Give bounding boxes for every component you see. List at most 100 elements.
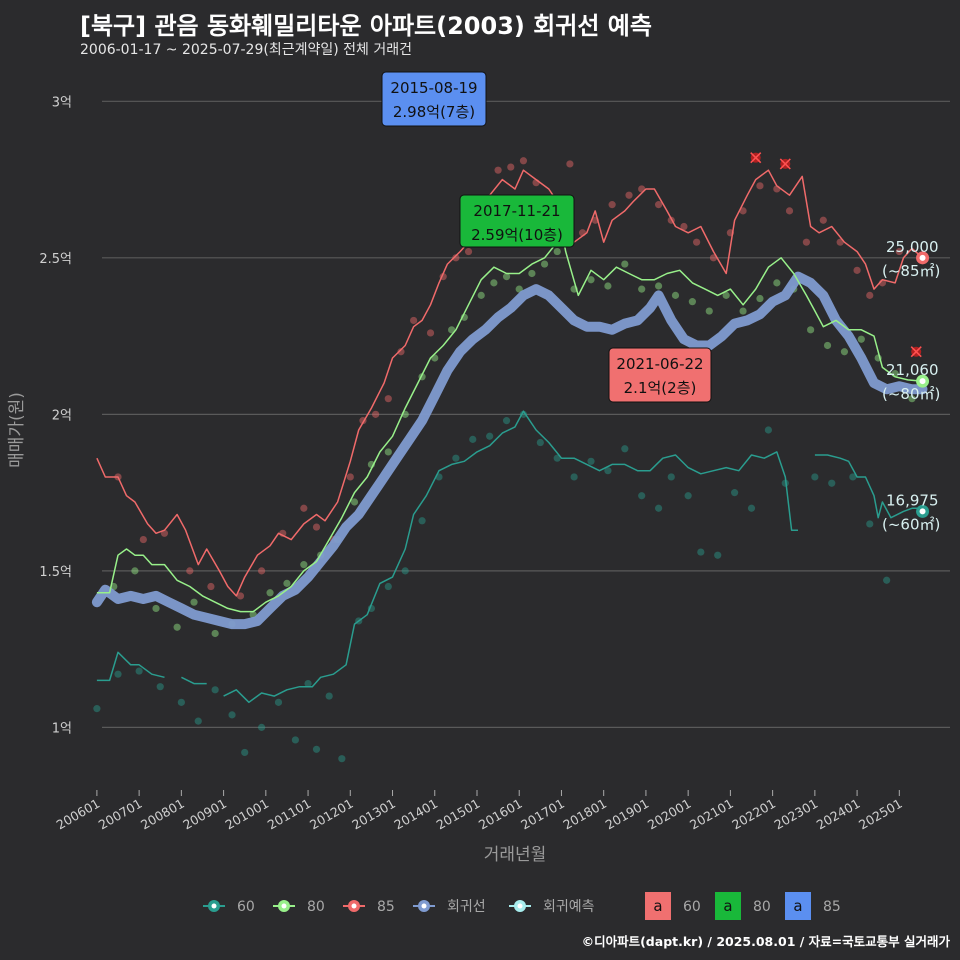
scatter-point-s80 <box>722 291 730 299</box>
y-tick-label: 2억 <box>52 408 72 423</box>
scatter-point-s60 <box>194 717 202 725</box>
scatter-point-s85 <box>785 207 794 215</box>
scatter-point-s80 <box>587 276 595 284</box>
scatter-point-s60 <box>667 473 675 481</box>
scatter-point-s60 <box>325 692 333 700</box>
x-tick-label: 201701 <box>518 796 567 833</box>
scatter-point-s85 <box>819 216 827 224</box>
cancelled-x <box>779 158 791 170</box>
scatter-point-s85 <box>372 410 380 418</box>
scatter-point-s60 <box>338 755 346 763</box>
scatter-point-s85 <box>410 316 418 325</box>
scatter-point-s60 <box>228 711 236 719</box>
cancelled-x <box>750 152 762 164</box>
scatter-point-s85 <box>608 201 616 209</box>
scatter-point-s85 <box>519 157 528 165</box>
legend-label-85: 85 <box>377 899 395 915</box>
scatter-point-s80 <box>840 348 849 356</box>
y-tick-label: 1억 <box>52 721 72 736</box>
x-tick-label: 202201 <box>729 796 778 833</box>
endpoint-marker-center <box>919 378 926 385</box>
scatter-point-s80 <box>350 498 359 506</box>
scatter-point-s60 <box>211 686 219 694</box>
legend-label-80: 80 <box>307 899 325 915</box>
x-tick-label: 202001 <box>645 796 694 833</box>
scatter-point-s80 <box>654 282 663 290</box>
scatter-point-s80 <box>131 567 139 575</box>
scatter-point-s85 <box>507 163 515 171</box>
scatter-point-s60 <box>883 576 891 584</box>
series-line-60 <box>181 676 207 685</box>
scatter-point-s80 <box>638 285 646 293</box>
annotation-date: 2017-11-21 <box>473 202 560 220</box>
scatter-point-s85 <box>236 592 245 600</box>
scatter-point-s60 <box>93 705 101 713</box>
scatter-point-s85 <box>680 222 688 231</box>
x-tick-label: 202501 <box>856 796 905 833</box>
scatter-point-s80 <box>190 598 198 606</box>
scatter-point-s60 <box>731 489 739 497</box>
scatter-point-s85 <box>464 247 473 256</box>
legend-annotation-glyph: a <box>653 897 662 915</box>
scatter-point-s80 <box>553 247 561 256</box>
endpoint-value-label: 25,000 <box>886 238 939 256</box>
scatter-point-s85 <box>207 582 215 591</box>
legend-annotation-box <box>715 892 741 920</box>
y-tick-label: 2.5억 <box>39 252 72 267</box>
scatter-point-s85 <box>895 247 903 256</box>
x-tick-label: 202101 <box>687 796 736 833</box>
scatter-point-s60 <box>638 492 646 500</box>
scatter-point-s80 <box>857 335 865 343</box>
scatter-point-s60 <box>312 745 321 753</box>
scatter-point-s80 <box>515 285 523 293</box>
scatter-point-s60 <box>519 410 528 418</box>
scatter-point-s80 <box>756 294 764 303</box>
scatter-point-s80 <box>173 623 181 631</box>
endpoint-marker-center <box>919 254 926 261</box>
scatter-point-s85 <box>346 473 354 481</box>
chart-title: [북구] 관음 동화훼밀리타운 아파트(2003) 회귀선 예측 <box>80 12 652 40</box>
y-tick-label: 3억 <box>52 95 72 110</box>
scatter-point-s60 <box>258 723 266 731</box>
scatter-point-s60 <box>604 467 612 475</box>
series-line-60 <box>96 651 165 682</box>
scatter-point-s80 <box>604 282 612 290</box>
endpoint-area-label: (~85㎡) <box>882 262 940 280</box>
x-tick-label: 201301 <box>349 796 398 833</box>
scatter-point-s80 <box>739 307 747 315</box>
scatter-point-s85 <box>756 182 764 190</box>
legend-key-dot-center <box>517 903 523 909</box>
scatter-point-s60 <box>536 438 544 447</box>
x-tick-label: 201801 <box>560 796 609 833</box>
scatter-point-s85 <box>494 166 502 174</box>
scatter-point-s60 <box>241 748 249 757</box>
annotation-price: 2.1억(2층) <box>624 379 697 397</box>
scatter-point-s60 <box>114 670 122 678</box>
scatter-point-s85 <box>693 238 701 246</box>
legend-annotation-label: 85 <box>823 899 841 915</box>
scatter-point-s85 <box>654 201 663 209</box>
scatter-point-s80 <box>502 273 511 281</box>
scatter-point-s80 <box>211 629 219 638</box>
scatter-point-s85 <box>853 266 861 274</box>
scatter-point-s60 <box>304 679 312 688</box>
scatter-point-s60 <box>811 473 819 481</box>
scatter-point-s85 <box>802 238 811 246</box>
x-tick-label: 201101 <box>265 796 314 833</box>
scatter-point-s60 <box>621 445 629 453</box>
scatter-point-s80 <box>688 298 696 306</box>
legend-annotation-glyph: a <box>723 897 732 915</box>
scatter-point-s60 <box>469 435 477 443</box>
legend-annotation-box <box>645 892 671 920</box>
scatter-point-s60 <box>452 454 460 462</box>
scatter-point-s60 <box>418 517 426 525</box>
x-tick-label: 202301 <box>772 796 821 833</box>
scatter-point-s60 <box>177 698 185 706</box>
scatter-point-s60 <box>384 582 392 591</box>
scatter-point-s60 <box>654 504 663 512</box>
scatter-point-s85 <box>866 291 874 299</box>
x-tick-label: 201601 <box>476 796 525 833</box>
scatter-point-s80 <box>671 291 680 299</box>
scatter-point-s85 <box>186 567 194 575</box>
